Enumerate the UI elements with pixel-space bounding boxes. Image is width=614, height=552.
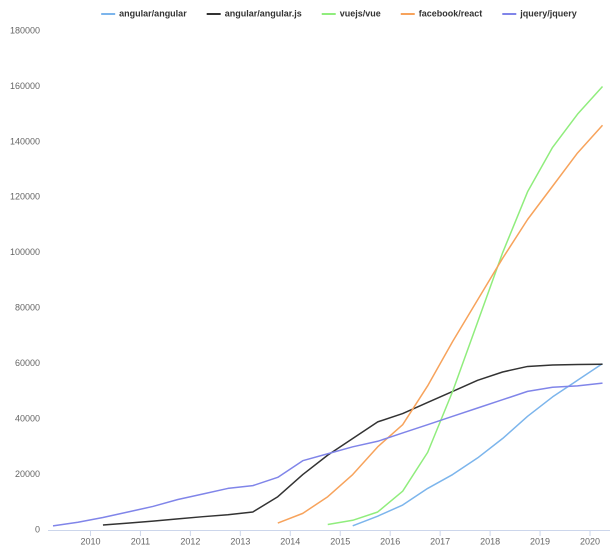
series-line — [102, 363, 603, 526]
y-tick-label: 140000 — [10, 136, 40, 146]
legend-label: facebook/react — [419, 8, 483, 18]
x-tick-label: 2017 — [430, 536, 450, 546]
x-tick-label: 2015 — [330, 536, 350, 546]
x-tick-label: 2018 — [480, 536, 500, 546]
y-tick-label: 80000 — [15, 303, 40, 313]
y-tick-label: 120000 — [10, 192, 40, 202]
y-tick-label: 160000 — [10, 81, 40, 91]
x-tick-label: 2011 — [131, 536, 150, 546]
y-tick-label: 0 — [35, 524, 40, 534]
x-tick-label: 2013 — [230, 536, 250, 546]
x-tick-label: 2020 — [580, 536, 600, 546]
legend-label: jquery/jquery — [519, 8, 577, 18]
x-tick-label: 2012 — [180, 536, 200, 546]
x-tick-label: 2010 — [80, 536, 100, 546]
y-tick-label: 100000 — [10, 247, 40, 257]
series-line — [352, 363, 603, 527]
series-line — [277, 124, 604, 524]
x-tick-label: 2014 — [280, 536, 300, 546]
legend: angular/angular angular/angular.js vuejs/v… — [101, 8, 577, 18]
y-tick-label: 180000 — [10, 25, 40, 35]
x-tick-label: 2016 — [380, 536, 400, 546]
series-line — [52, 382, 603, 527]
x-tick-label: 2019 — [530, 536, 550, 546]
y-tick-label: 60000 — [15, 358, 40, 368]
legend-label: angular/angular — [119, 8, 187, 18]
y-tick-label: 40000 — [15, 413, 40, 423]
y-tick-label: 20000 — [15, 469, 40, 479]
legend-label: angular/angular.js — [225, 8, 302, 18]
series-line — [327, 85, 604, 526]
legend-label: vuejs/vue — [340, 8, 381, 18]
